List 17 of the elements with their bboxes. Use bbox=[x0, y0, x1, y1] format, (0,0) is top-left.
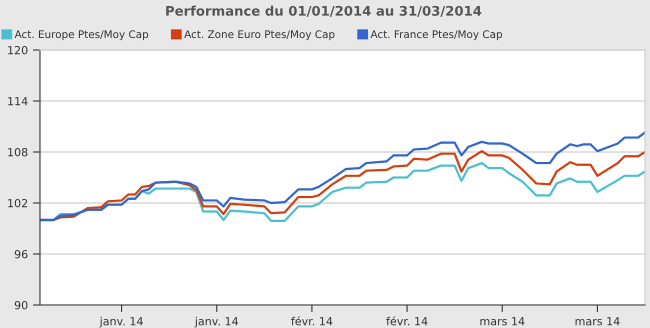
y-tick-label: 114 bbox=[8, 97, 28, 106]
x-tick-label: janv. 14 bbox=[194, 316, 238, 328]
x-tick-label: mars 14 bbox=[480, 317, 524, 326]
y-tick-label: 108 bbox=[8, 148, 28, 156]
x-tick-label: mars 14 bbox=[576, 317, 620, 326]
legend-label: Act. Europe Ptes/Moy Cap bbox=[14, 30, 148, 40]
x-tick-label: févr. 14 bbox=[291, 316, 332, 326]
y-tick-label: 120 bbox=[8, 46, 28, 54]
line-series bbox=[40, 131, 645, 222]
y-tick-label: 96 bbox=[14, 250, 28, 258]
x-tick-label: janv. 14 bbox=[99, 316, 143, 328]
y-tick-label: 102 bbox=[8, 198, 28, 208]
legend-label: Act. France Ptes/Moy Cap bbox=[370, 30, 502, 40]
chart-title: Performance du 01/01/2014 au 31/03/2014 bbox=[166, 6, 482, 17]
legend-label: Act. Zone Euro Ptes/Moy Cap bbox=[184, 30, 334, 40]
y-tick-label: 90 bbox=[14, 300, 28, 310]
x-tick-label: févr. 14 bbox=[386, 316, 428, 326]
